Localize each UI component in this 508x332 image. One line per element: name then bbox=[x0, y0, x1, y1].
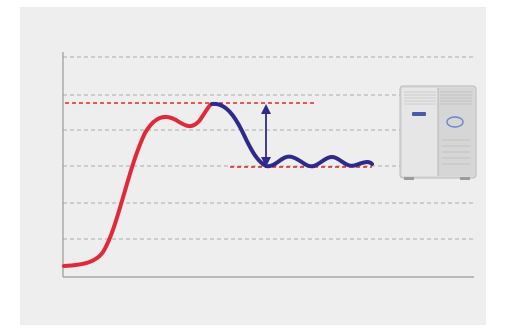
axes bbox=[62, 52, 474, 278]
rising-curve bbox=[62, 102, 214, 268]
settling-curve bbox=[210, 101, 374, 169]
hvac-outdoor-unit-icon bbox=[399, 85, 477, 180]
double-headed-arrow-icon bbox=[261, 104, 271, 167]
reference-lines bbox=[65, 102, 372, 168]
